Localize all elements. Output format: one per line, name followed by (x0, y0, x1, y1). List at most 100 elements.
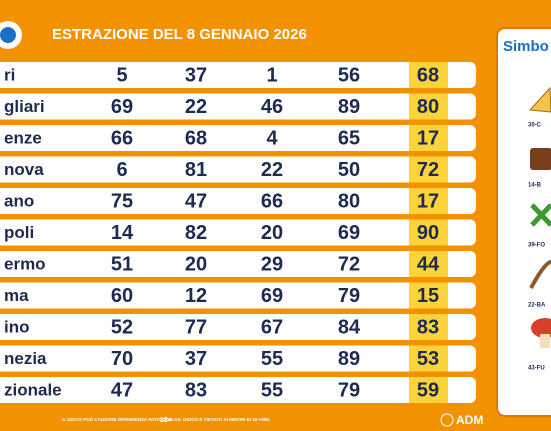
symbols-panel (496, 27, 551, 417)
row-bg (0, 345, 476, 372)
drawn-number: 14 (111, 222, 134, 244)
drawn-number: 69 (261, 285, 283, 307)
drawn-number: 69 (338, 222, 360, 244)
drawn-number: 55 (261, 348, 283, 370)
drawn-number: 79 (338, 285, 360, 307)
highlight-cell (409, 345, 448, 372)
footer-brand: ADM (456, 413, 483, 427)
row-bg (0, 377, 476, 403)
symbol-label: 30-C (528, 123, 542, 129)
city-name: zionale (4, 380, 62, 399)
drawn-number: 89 (338, 96, 360, 118)
drawn-number: 59 (417, 379, 439, 401)
city-name: nova (4, 160, 44, 179)
drawn-number: 65 (338, 127, 360, 149)
city-name: ino (4, 317, 30, 336)
drawn-number: 67 (261, 316, 283, 338)
drawn-number: 83 (417, 316, 439, 338)
drawn-number: 75 (111, 190, 133, 212)
drawn-number: 79 (338, 379, 360, 401)
drawn-number: 6 (116, 159, 127, 181)
symbols-title: Simbo (503, 38, 549, 55)
symbol-label: 39-FO (528, 243, 545, 249)
symbol-label: 22-BA (528, 303, 546, 309)
footer-age-note: IL GIOCO È VIETATO AI MINORI DI 18 ANNI (178, 415, 270, 422)
drawn-number: 80 (417, 96, 439, 118)
highlight-cell (409, 219, 448, 246)
drawn-number: 70 (111, 348, 133, 370)
drawn-number: 50 (338, 159, 360, 181)
drawn-number: 69 (111, 96, 133, 118)
drawn-number: 47 (185, 190, 207, 212)
drawn-number: 22 (185, 96, 207, 118)
drawn-number: 46 (261, 96, 283, 118)
row-bg (0, 156, 476, 183)
row-bg (0, 282, 476, 309)
row-bg (0, 314, 476, 340)
icon-mushroom-stem (540, 334, 550, 348)
drawn-number: 12 (185, 285, 207, 307)
city-name: ma (4, 286, 29, 305)
city-name: ri (4, 65, 15, 84)
drawn-number: 72 (417, 159, 439, 181)
drawn-number: 68 (417, 64, 439, 86)
drawn-number: 47 (111, 379, 133, 401)
drawn-number: 52 (111, 316, 133, 338)
city-name: ano (4, 191, 34, 210)
drawn-number: 72 (338, 253, 360, 275)
highlight-cell (409, 282, 448, 309)
symbol-label: 14-B (528, 183, 542, 189)
city-name: ermo (4, 254, 46, 273)
highlight-cell (409, 62, 448, 88)
drawn-number: 17 (417, 127, 439, 149)
drawn-number: 53 (417, 348, 439, 370)
city-name: nezia (4, 349, 47, 368)
drawn-number: 44 (417, 253, 440, 275)
icon-mushroom (531, 318, 551, 338)
drawn-number: 84 (338, 316, 361, 338)
drawn-number: 66 (111, 127, 133, 149)
icon-bow (529, 260, 551, 289)
row-bg (0, 93, 476, 120)
footer-age: 18+ (160, 417, 172, 424)
drawn-number: 15 (417, 285, 439, 307)
drawn-number: 22 (261, 159, 283, 181)
highlight-cell (409, 156, 448, 183)
row-bg (0, 62, 476, 88)
drawn-number: 82 (185, 222, 207, 244)
drawn-number: 60 (111, 285, 133, 307)
highlight-cell (409, 188, 448, 214)
city-name: enze (4, 128, 42, 147)
drawn-number: 89 (338, 348, 360, 370)
footer-warning: IL GIOCO PUÒ CAUSARE DIPENDENZA PATOLOGI… (62, 415, 178, 422)
drawn-number: 80 (338, 190, 360, 212)
drawn-number: 37 (185, 64, 207, 86)
drawn-number: 81 (185, 159, 207, 181)
drawn-number: 77 (185, 316, 207, 338)
drawn-number: 37 (185, 348, 207, 370)
drawn-number: 56 (338, 64, 360, 86)
row-bg (0, 125, 476, 151)
drawn-number: 90 (417, 222, 439, 244)
icon-scissors (530, 203, 551, 227)
highlight-cell (409, 314, 448, 340)
city-name: gliari (4, 97, 45, 116)
drawn-number: 5 (116, 64, 127, 86)
drawn-number: 17 (417, 190, 439, 212)
icons (528, 86, 551, 348)
drawn-number: 20 (261, 222, 283, 244)
icon-chest (530, 148, 551, 170)
highlight-cell (409, 93, 448, 120)
highlight-cell (409, 251, 448, 277)
logo-core (0, 27, 16, 43)
drawn-number: 83 (185, 379, 207, 401)
drawn-number: 20 (185, 253, 207, 275)
row-bg (0, 251, 476, 277)
symbol-label: 43-FU (528, 366, 545, 372)
highlight-cell (409, 377, 448, 403)
highlight-cell (409, 125, 448, 151)
drawn-number: 1 (266, 64, 277, 86)
row-bg (0, 219, 476, 246)
row-bg (0, 188, 476, 214)
